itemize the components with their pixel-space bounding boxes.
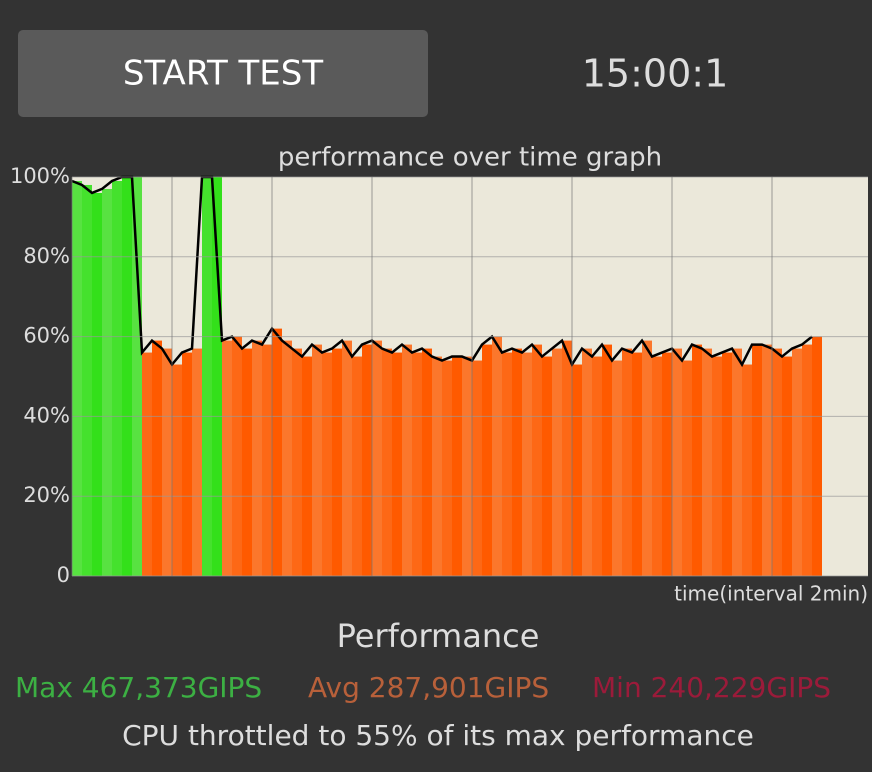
performance-bar — [322, 352, 332, 576]
performance-bar — [702, 348, 712, 576]
performance-bar — [112, 180, 122, 577]
y-tick-label: 60% — [23, 324, 70, 348]
y-tick-label: 40% — [23, 403, 70, 427]
performance-bar — [412, 352, 422, 576]
performance-bar — [72, 180, 82, 577]
performance-bar — [292, 348, 302, 576]
y-tick-label: 20% — [23, 483, 70, 507]
performance-bar — [372, 340, 382, 576]
performance-bar — [742, 364, 752, 576]
performance-bar — [732, 348, 742, 576]
performance-bar — [782, 356, 792, 576]
performance-bar — [262, 344, 272, 576]
performance-bar — [522, 352, 532, 576]
performance-line — [71, 175, 813, 368]
performance-bar — [792, 348, 802, 576]
button-label[interactable]: START TEST — [123, 54, 324, 94]
performance-bar — [402, 344, 412, 576]
performance-bar — [442, 360, 452, 576]
performance-bar — [182, 352, 192, 576]
performance-bar — [642, 340, 652, 576]
performance-bar — [152, 340, 162, 576]
min-stat: Min 240,229GIPS — [592, 671, 831, 704]
performance-bar — [502, 352, 512, 576]
performance-bar — [222, 340, 232, 576]
performance-bar — [432, 356, 442, 576]
performance-bar — [712, 356, 722, 576]
performance-bar — [772, 348, 782, 576]
performance-bar — [202, 177, 212, 576]
performance-bar — [532, 344, 542, 576]
performance-bar — [562, 340, 572, 576]
performance-bar — [232, 336, 242, 576]
performance-bar — [762, 344, 772, 576]
performance-bar — [752, 344, 762, 576]
performance-bar — [142, 352, 152, 576]
performance-bar — [102, 188, 112, 576]
performance-bar — [652, 356, 662, 576]
performance-bar — [82, 184, 92, 577]
performance-bar — [92, 192, 102, 576]
performance-bar — [252, 340, 262, 576]
performance-bar — [622, 348, 632, 576]
chart-title: performance over time graph — [278, 143, 662, 173]
performance-bar — [282, 340, 292, 576]
performance-bar — [662, 352, 672, 576]
performance-bar — [592, 356, 602, 576]
performance-bar — [162, 348, 172, 576]
performance-bar — [572, 364, 582, 576]
y-tick-label: 80% — [23, 244, 70, 268]
performance-bar — [812, 336, 822, 576]
performance-bar — [312, 344, 322, 576]
performance-bar — [692, 344, 702, 576]
performance-bar — [462, 356, 472, 576]
performance-bar — [482, 344, 492, 576]
throttle-note: CPU throttled to 55% of its max performa… — [122, 719, 754, 752]
performance-bar — [122, 177, 132, 576]
performance-bar — [582, 348, 592, 576]
performance-bar — [672, 348, 682, 576]
timer: 15:00:1 — [582, 52, 729, 96]
performance-bar — [352, 356, 362, 576]
max-stat: Max 467,373GIPS — [15, 671, 262, 704]
x-axis-label: time(interval 2min) — [674, 582, 868, 606]
performance-bar — [612, 360, 622, 576]
performance-bar — [302, 356, 312, 576]
performance-bar — [332, 348, 342, 576]
performance-bar — [472, 360, 482, 576]
performance-bar — [272, 328, 282, 576]
plot — [71, 175, 868, 577]
y-tick-label: 100% — [10, 164, 70, 188]
performance-bar — [552, 348, 562, 576]
performance-bar — [802, 344, 812, 576]
performance-bar — [512, 348, 522, 576]
performance-bar — [542, 356, 552, 576]
performance-bar — [452, 356, 462, 576]
performance-bar — [362, 344, 372, 576]
performance-bar — [342, 340, 352, 576]
start-button[interactable] — [18, 30, 428, 117]
performance-bar — [242, 348, 252, 576]
performance-bar — [492, 336, 502, 576]
summary-heading: Performance — [337, 617, 540, 655]
performance-bar — [632, 352, 642, 576]
performance-bar — [212, 177, 222, 576]
performance-bar — [172, 364, 182, 576]
performance-bar — [422, 348, 432, 576]
avg-stat: Avg 287,901GIPS — [308, 671, 549, 704]
performance-bar — [602, 344, 612, 576]
performance-bar — [382, 348, 392, 576]
performance-bar — [682, 360, 692, 576]
performance-bar — [392, 352, 402, 576]
y-tick-label: 0 — [57, 563, 70, 587]
performance-bar — [722, 352, 732, 576]
performance-bar — [192, 348, 202, 576]
performance-bar — [132, 177, 142, 576]
